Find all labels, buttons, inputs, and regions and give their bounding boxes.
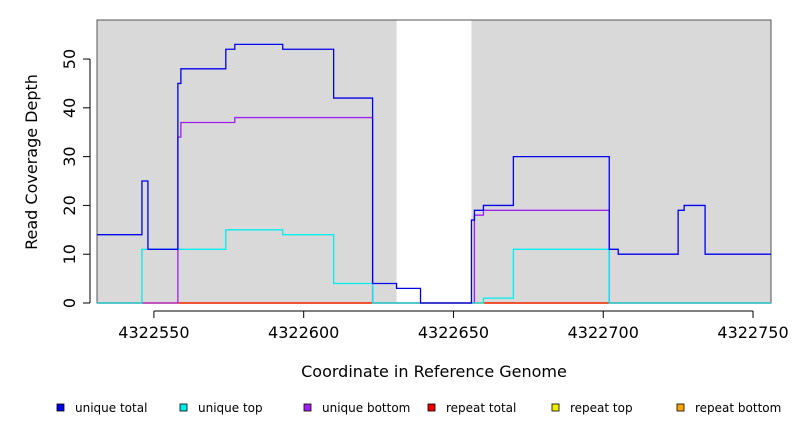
y-axis-label: Read Coverage Depth: [22, 74, 41, 250]
legend-label: unique total: [75, 401, 147, 415]
legend-swatch: [179, 403, 188, 412]
y-tick-label: 10: [60, 244, 79, 264]
x-tick-label: 4322750: [717, 323, 788, 342]
x-tick-label: 4322700: [568, 323, 639, 342]
x-tick-label: 4322550: [118, 323, 189, 342]
legend-swatch: [427, 403, 436, 412]
y-tick-label: 0: [60, 298, 79, 308]
series-line: [97, 43, 771, 304]
legend-label: repeat top: [570, 401, 633, 415]
x-tick-label: 4322600: [268, 323, 339, 342]
shaded-region: [97, 20, 397, 303]
legend: unique total unique top unique bottom repea…: [56, 401, 781, 415]
legend-swatch: [676, 403, 685, 412]
legend-label: repeat bottom: [695, 401, 781, 415]
shaded-region: [471, 20, 771, 303]
legend-label: unique bottom: [322, 401, 410, 415]
y-tick-label: 20: [60, 195, 79, 215]
y-tick-label: 50: [60, 49, 79, 69]
plot-area: 4322550 4322600 4322650 4322700 4322750 0 10 20…: [60, 19, 789, 342]
legend-swatch: [56, 403, 65, 412]
legend-label: unique top: [198, 401, 263, 415]
x-axis-label: Coordinate in Reference Genome: [301, 362, 567, 381]
legend-swatch: [303, 403, 312, 412]
x-tick-label: 4322650: [418, 323, 489, 342]
legend-label: repeat total: [446, 401, 516, 415]
y-tick-label: 30: [60, 146, 79, 166]
y-tick-label: 40: [60, 98, 79, 118]
legend-swatch: [551, 403, 560, 412]
